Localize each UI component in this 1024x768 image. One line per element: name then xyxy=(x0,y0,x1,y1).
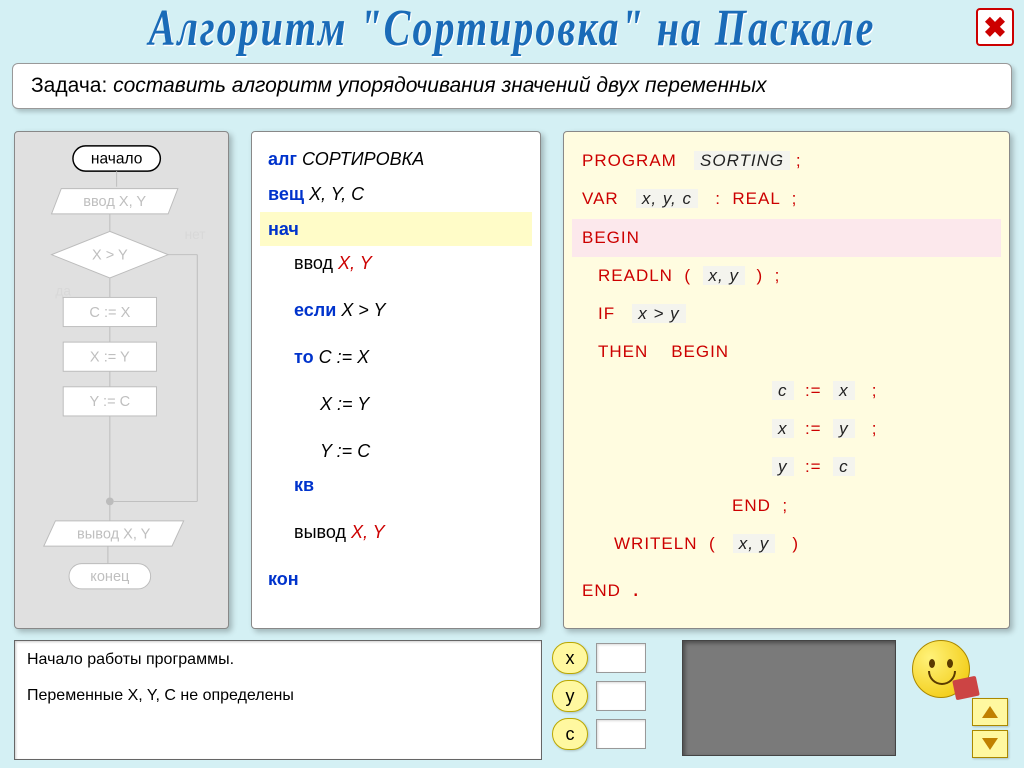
var-value xyxy=(596,681,646,711)
pascal-line: READLN ( x, y ) ; xyxy=(572,257,1001,295)
triangle-down-icon xyxy=(982,738,998,750)
page-title: Алгоритм "Сортировка" на Паскале xyxy=(149,0,876,58)
var-badge: x xyxy=(552,642,588,674)
pseudo-line: то C := X xyxy=(260,340,532,375)
flow-decision: X > Y xyxy=(92,248,128,264)
task-bar: Задача: составить алгоритм упорядочивани… xyxy=(12,63,1012,109)
status-box: Начало работы программы. Переменные X, Y… xyxy=(14,640,542,760)
task-label: Задача: xyxy=(31,74,113,97)
var-badge: c xyxy=(552,718,588,750)
nav-up-button[interactable] xyxy=(972,698,1008,726)
pseudocode-panel: алг СОРТИРОВКАвещ X, Y, Cначввод X, Y есл… xyxy=(251,131,541,629)
pascal-line: c := x ; xyxy=(572,372,1001,410)
pseudo-line: кон xyxy=(260,562,532,597)
var-value xyxy=(596,719,646,749)
output-box xyxy=(682,640,896,756)
var-row-x: x xyxy=(552,642,672,674)
var-row-y: y xyxy=(552,680,672,712)
pascal-line: END . xyxy=(572,563,1001,615)
book-icon xyxy=(952,676,980,701)
nav-down-button[interactable] xyxy=(972,730,1008,758)
flow-end: конец xyxy=(90,569,129,585)
flowchart-panel: начало ввод X, Y X > Y нет да C := X X :… xyxy=(14,131,229,629)
flow-op2: X := Y xyxy=(90,350,130,366)
pascal-line: x := y ; xyxy=(572,410,1001,448)
pseudo-line: Y := C xyxy=(260,434,532,469)
pseudo-line: нач xyxy=(260,212,532,247)
flow-input: ввод X, Y xyxy=(83,194,146,210)
flow-start: начало xyxy=(91,150,142,167)
pascal-line: y := c xyxy=(572,448,1001,486)
status-line-2: Переменные X, Y, C не определены xyxy=(27,687,529,705)
pseudo-line: кв xyxy=(260,468,532,503)
pseudo-line: если X > Y xyxy=(260,293,532,328)
pseudo-line: X := Y xyxy=(260,387,532,422)
var-value xyxy=(596,643,646,673)
flowchart-svg: начало ввод X, Y X > Y нет да C := X X :… xyxy=(23,142,220,618)
flow-yes: да xyxy=(55,283,71,298)
var-row-c: c xyxy=(552,718,672,750)
status-line-1: Начало работы программы. xyxy=(27,651,529,669)
pascal-line: BEGIN xyxy=(572,219,1001,257)
flow-op3: Y := C xyxy=(90,394,131,410)
title-bar: Алгоритм "Сортировка" на Паскале ✖ xyxy=(0,0,1024,55)
pseudo-line: алг СОРТИРОВКА xyxy=(260,142,532,177)
var-badge: y xyxy=(552,680,588,712)
pseudo-line: ввод X, Y xyxy=(260,246,532,281)
pascal-line: WRITELN ( x, y ) xyxy=(572,525,1001,563)
pseudo-line: вещ X, Y, C xyxy=(260,177,532,212)
close-button[interactable]: ✖ xyxy=(976,8,1014,46)
bottom-bar: Начало работы программы. Переменные X, Y… xyxy=(14,640,1010,760)
flow-op1: C := X xyxy=(89,305,130,321)
flow-output: вывод X, Y xyxy=(77,526,151,542)
flow-no: нет xyxy=(185,227,206,242)
pascal-panel: PROGRAM SORTING ;VAR x, y, c : REAL ;BEG… xyxy=(563,131,1010,629)
panels-row: начало ввод X, Y X > Y нет да C := X X :… xyxy=(0,109,1024,639)
pascal-line: END ; xyxy=(572,487,1001,525)
variables-column: xyc xyxy=(552,640,672,760)
pascal-line: VAR x, y, c : REAL ; xyxy=(572,180,1001,218)
close-icon: ✖ xyxy=(983,11,1006,44)
emoji-area xyxy=(906,640,1010,760)
pascal-line: PROGRAM SORTING ; xyxy=(572,142,1001,180)
pascal-line: IF x > y xyxy=(572,295,1001,333)
task-text: составить алгоритм упорядочивания значен… xyxy=(113,74,766,97)
pascal-line: THEN BEGIN xyxy=(572,333,1001,371)
nav-buttons xyxy=(972,698,1008,758)
triangle-up-icon xyxy=(982,706,998,718)
pseudo-line: вывод X, Y xyxy=(260,515,532,550)
